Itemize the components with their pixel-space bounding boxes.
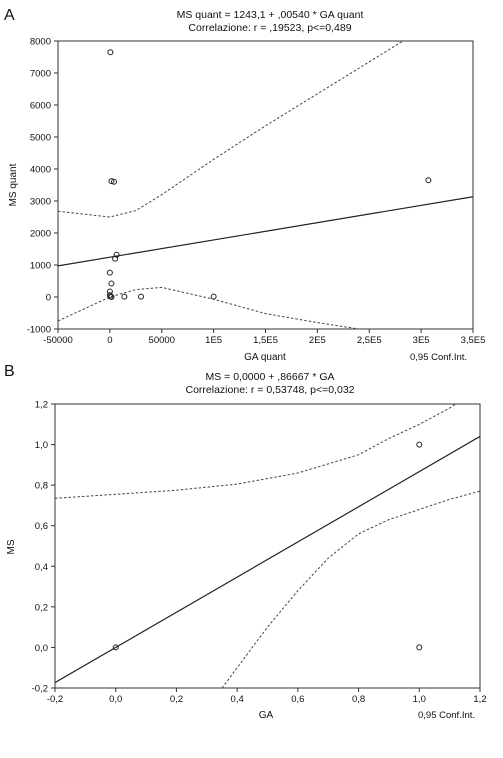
panel-a-y-tick-label: 5000 [30,133,51,144]
panel-a-data-point [121,293,128,300]
panel-b-y-tick-label: 0,0 [35,643,48,654]
panel-a-plot-frame [57,40,474,330]
panel-b-regression-line [55,435,480,684]
panel-b-x-tick-label: 0,6 [291,694,304,705]
panel-a-y-tick-label: 6000 [30,101,51,112]
panel-a-data-point [106,269,113,276]
panel-b-plot-frame [54,403,481,689]
panel-b-data-point [112,644,119,651]
panel-a-data-point [138,293,144,300]
panel-a-data-point [107,49,114,56]
panel-b-ci-lower-band [221,490,480,688]
panel-a-y-tick-label: -1000 [27,325,51,336]
panel-b-subtitle: Correlazione: r = 0,53748, p<=0,032 [186,384,355,396]
panel-a-x-tick-label: 50000 [149,335,175,346]
panel-a-x-axis-label: GA quant [244,352,286,363]
panel-a-y-axis-label: MS quant [8,163,19,206]
panel-b-y-axis-label: MS [6,539,17,554]
panel-a-ci-lower-band [58,286,363,329]
panel-a-subtitle: Correlazione: r = ,19523, p<=0,489 [188,22,351,34]
panel-b-y-tick-label: 0,2 [35,602,48,613]
panel-b-ci-upper-band [55,404,456,499]
panel-b-title: MS = 0,0000 + ,86667 * GA [205,371,334,383]
panel-a-x-tick-label: 3E5 [413,335,430,346]
panel-b: B MS = 0,0000 + ,86667 * GA Correlazione… [4,363,487,721]
panel-b-x-tick-label: 1,0 [413,694,426,705]
panel-a-data-point [210,293,217,300]
panel-b-x-tick-label: -0,2 [47,694,63,705]
panel-a-marks: -50000 0 50000 1E5 1,5E5 2E5 2,5E5 3E5 3,5E5-100… [27,37,486,347]
panel-a-x-tick-label: 3,5E5 [461,335,486,346]
panel-a-title: MS quant = 1243,1 + ,00540 * GA quant [177,9,364,21]
panel-b-y-tick-label: 1,2 [35,400,48,411]
panel-a-regression-line [58,196,473,267]
panel-a-y-tick-label: 4000 [30,165,51,176]
panel-a: A MS quant = 1243,1 + ,00540 * GA quant … [4,7,486,363]
panel-b-x-tick-label: 0,8 [352,694,365,705]
panel-a-y-tick-label: 1000 [30,261,51,272]
panel-a-data-point [108,280,115,287]
panel-a-y-tick-label: 3000 [30,197,51,208]
panel-a-y-tick-label: 8000 [30,37,51,48]
panel-a-x-tick-label: 2E5 [309,335,326,346]
panel-b-x-tick-label: 0,0 [109,694,122,705]
panel-b-y-tick-label: -0,2 [32,684,48,695]
panel-a-x-tick-label: 1E5 [205,335,222,346]
panel-a-x-tick-label: 1,5E5 [253,335,278,346]
panel-a-data-point [108,178,115,185]
panel-b-x-tick-label: 0,4 [231,694,244,705]
panel-a-data-point [108,294,115,300]
panel-a-data-point [111,178,118,185]
panel-b-marks: -0,2 0,0 0,2 0,4 0,6 0,8 1,0 1,2 -0,2 0,0 0,2 0,4 0,… [32,400,487,706]
panel-a-y-tick-label: 7000 [30,69,51,80]
panel-b-conf-int-note: 0,95 Conf.Int. [418,710,475,721]
panel-b-data-point [416,644,423,651]
panel-a-ci-upper-band [58,41,404,218]
panel-a-data-point [425,177,432,184]
panel-b-x-tick-label: 0,2 [170,694,183,705]
panel-b-x-axis-label: GA [259,710,274,721]
panel-b-x-tick-label: 1,2 [473,694,486,705]
panel-a-data-point [112,255,119,262]
panel-b-y-tick-label: 0,4 [35,562,48,573]
panel-a-x-tick-label: -50000 [43,335,73,346]
panel-a-y-tick-label: 0 [46,293,51,304]
panel-a-y-tick-label: 2000 [30,229,51,240]
panel-b-letter: B [4,363,15,380]
panel-a-x-tick-label: 2,5E5 [357,335,382,346]
panel-a-x-tick-label: 0 [107,335,112,346]
panel-b-data-point [416,441,423,448]
panel-b-y-tick-label: 1,0 [35,440,48,451]
panel-a-letter: A [4,7,15,24]
panel-a-conf-int-note: 0,95 Conf.Int. [410,352,467,363]
panel-b-y-tick-label: 0,6 [35,521,48,532]
panel-b-y-tick-label: 0,8 [35,481,48,492]
panel-a-data-point [113,251,120,258]
